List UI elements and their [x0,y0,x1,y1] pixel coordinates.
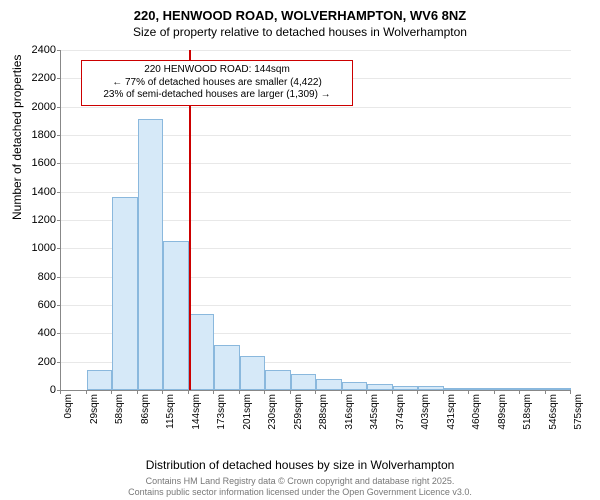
histogram-bar [138,119,164,390]
x-axis-label: Distribution of detached houses by size … [0,458,600,472]
y-axis-ticks: 0200400600800100012001400160018002000220… [0,50,60,390]
annotation-box: 220 HENWOOD ROAD: 144sqm ← 77% of detach… [81,60,353,106]
x-tick-label: 575sqm [573,394,584,430]
x-tick-label: 288sqm [318,394,329,430]
x-tick-label: 345sqm [369,394,380,430]
x-tick-label: 115sqm [165,394,176,429]
annotation-larger: 23% of semi-detached houses are larger (… [87,89,347,102]
y-tick-label: 600 [16,299,56,311]
x-tick-label: 201sqm [242,394,253,430]
x-axis-ticks: 0sqm 29sqm 58sqm 86sqm 115sqm 144sqm 173sqm 201… [60,390,570,450]
chart-title: 220, HENWOOD ROAD, WOLVERHAMPTON, WV6 8N… [0,0,600,25]
y-tick-label: 0 [16,384,56,396]
y-tick-label: 1000 [16,242,56,254]
annotation-smaller: ← 77% of detached houses are smaller (4,… [87,77,347,90]
histogram-bar [342,382,368,391]
x-tick-label: 259sqm [293,394,304,430]
histogram-bar [189,314,215,391]
y-tick-label: 2000 [16,101,56,113]
histogram-bar [214,345,240,390]
y-tick-label: 800 [16,271,56,283]
x-tick-label: 460sqm [471,394,482,430]
footer-copyright: Contains HM Land Registry data © Crown c… [0,476,600,487]
histogram-bar [265,370,291,390]
x-tick-label: 144sqm [191,394,202,430]
x-tick-label: 518sqm [522,394,533,430]
footer-licence: Contains public sector information licen… [0,487,600,498]
x-tick-label: 316sqm [344,394,355,430]
histogram-bar [163,241,189,390]
x-tick-label: 58sqm [114,394,125,424]
x-tick-label: 431sqm [446,394,457,430]
plot-area: 220 HENWOOD ROAD: 144sqm ← 77% of detach… [60,50,571,391]
x-tick-label: 230sqm [267,394,278,430]
x-tick-label: 546sqm [548,394,559,430]
y-tick-label: 1200 [16,214,56,226]
x-tick-label: 173sqm [216,394,227,430]
x-tick-label: 403sqm [420,394,431,430]
y-tick-label: 2400 [16,44,56,56]
y-tick-label: 1800 [16,129,56,141]
x-tick-label: 489sqm [497,394,508,430]
footer: Contains HM Land Registry data © Crown c… [0,476,600,498]
x-tick-label: 29sqm [89,394,100,424]
annotation-title: 220 HENWOOD ROAD: 144sqm [87,64,347,77]
histogram-bar [240,356,266,390]
chart-container: 220, HENWOOD ROAD, WOLVERHAMPTON, WV6 8N… [0,0,600,500]
histogram-bar [316,379,342,390]
y-tick-label: 200 [16,356,56,368]
histogram-bar [87,370,113,390]
y-tick-label: 1400 [16,186,56,198]
x-tick-label: 86sqm [140,394,151,424]
y-tick-label: 400 [16,327,56,339]
histogram-bar [291,374,317,390]
histogram-bar [112,197,138,390]
chart-subtitle: Size of property relative to detached ho… [0,25,600,43]
x-tick-label: 374sqm [395,394,406,430]
y-tick-label: 1600 [16,157,56,169]
x-tick-label: 0sqm [63,394,74,418]
y-tick-label: 2200 [16,72,56,84]
